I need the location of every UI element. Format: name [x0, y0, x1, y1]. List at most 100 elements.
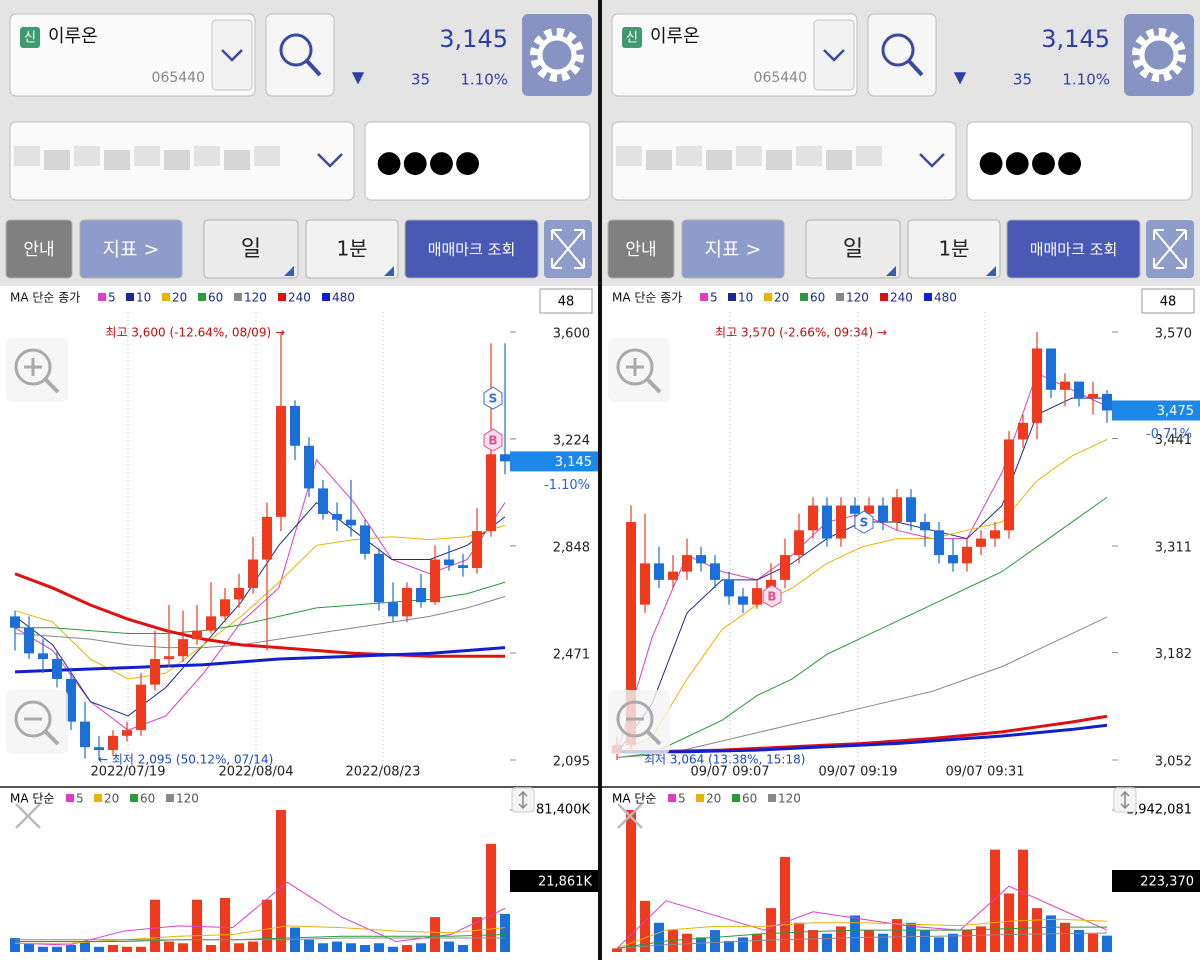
volume-bar — [52, 946, 62, 952]
account-masked: ●●●● — [978, 145, 1083, 180]
legend-entry: 5 — [108, 291, 116, 305]
volume-bar — [780, 856, 790, 952]
chevron — [823, 49, 845, 62]
blurred-text — [616, 146, 642, 166]
candle-body — [94, 747, 104, 751]
password-box[interactable] — [966, 121, 1193, 201]
volume-ma-line — [616, 932, 1108, 949]
toolbar-button[interactable] — [5, 219, 73, 279]
legend-swatch — [728, 293, 736, 301]
candle-body — [920, 522, 930, 531]
candle-body — [906, 497, 916, 523]
search-button[interactable] — [265, 13, 335, 97]
volume-bar — [654, 922, 664, 952]
volume-bar — [206, 945, 216, 952]
stock-box[interactable] — [611, 13, 858, 97]
volume-bar — [976, 926, 986, 952]
legend-entry: 480 — [934, 291, 957, 305]
stock-box[interactable] — [9, 13, 256, 97]
y-tick-label: 3,182 — [1155, 647, 1192, 662]
candle-body — [962, 546, 972, 564]
change: 35 — [411, 71, 430, 89]
close-icon — [617, 803, 643, 829]
toolbar-button[interactable] — [805, 219, 901, 279]
volume-bar — [10, 938, 20, 952]
volume-bar — [262, 899, 272, 952]
toolbar-button[interactable] — [907, 219, 1001, 279]
volume-current: 21,861K — [538, 875, 592, 890]
candle-body — [626, 522, 636, 746]
corner-mark — [384, 266, 394, 276]
legend-entry: 5 — [678, 792, 686, 806]
toolbar-button[interactable] — [79, 219, 183, 279]
toolbar-button[interactable] — [404, 219, 539, 279]
blurred-text — [164, 150, 190, 170]
candle-body — [178, 639, 188, 657]
volume-bar — [934, 937, 944, 952]
toolbar-button[interactable] — [305, 219, 399, 279]
volume-current: 223,370 — [1140, 875, 1194, 890]
volume-bar — [122, 946, 132, 952]
legend-entry: 5 — [710, 291, 718, 305]
candle-body — [416, 587, 426, 603]
candle-body — [878, 505, 888, 523]
volume-bar — [696, 937, 706, 952]
candle-body — [318, 488, 328, 515]
candle-body — [346, 519, 356, 526]
blurred-text — [646, 150, 672, 170]
search-icon-handle — [305, 59, 322, 77]
legend-entry: 20 — [104, 792, 119, 806]
volume-bar — [276, 810, 286, 952]
legend-entry: 120 — [176, 792, 199, 806]
toolbar-button[interactable] — [607, 219, 675, 279]
legend-swatch — [768, 794, 776, 802]
volume-bar — [346, 943, 356, 952]
dropdown-button[interactable] — [813, 19, 855, 91]
stock-code: 065440 — [152, 70, 205, 86]
candle-body — [1018, 422, 1028, 440]
legend-swatch — [278, 293, 286, 301]
toolbar-button-label: 지표 > — [705, 239, 762, 261]
volume-bar — [808, 930, 818, 952]
volume-bar — [444, 941, 454, 952]
blurred-text — [14, 146, 40, 166]
volume-bar — [1074, 930, 1084, 952]
candle-body — [738, 596, 748, 605]
bar-count: 48 — [558, 295, 575, 310]
volume-bar — [1004, 893, 1014, 952]
gear-body — [1139, 35, 1179, 75]
toolbar-button[interactable] — [1006, 219, 1141, 279]
candle-body — [1102, 393, 1112, 411]
legend-entry: 60 — [742, 792, 757, 806]
legend-swatch — [800, 293, 808, 301]
password-box[interactable] — [364, 121, 591, 201]
toolbar-button-label: 일 — [843, 237, 863, 262]
stock-name: 이루온 — [650, 26, 700, 47]
volume-bar — [332, 941, 342, 952]
volume-bar — [80, 941, 90, 952]
volume-ma-line — [15, 937, 505, 941]
volume-bar — [94, 946, 104, 952]
blurred-text — [856, 146, 882, 166]
current-pct: -1.10% — [544, 478, 590, 493]
search-button[interactable] — [867, 13, 937, 97]
zoom-icon-handle — [645, 377, 662, 394]
candle-body — [640, 563, 650, 605]
ma-line — [14, 501, 506, 717]
legend-swatch — [98, 293, 106, 301]
expand-icon — [1153, 229, 1187, 269]
volume-bar — [318, 943, 328, 952]
candle-body — [206, 616, 216, 631]
ma-line — [616, 496, 1108, 759]
blurred-text — [706, 150, 732, 170]
candle-body — [304, 445, 314, 489]
toolbar-button[interactable] — [681, 219, 785, 279]
count-box — [539, 288, 593, 314]
stock-badge: 신 — [24, 31, 36, 46]
price: 3,145 — [1041, 25, 1110, 53]
legend-entry: 60 — [140, 792, 155, 806]
legend-swatch — [162, 293, 170, 301]
toolbar-button[interactable] — [203, 219, 299, 279]
dropdown-button[interactable] — [211, 19, 253, 91]
